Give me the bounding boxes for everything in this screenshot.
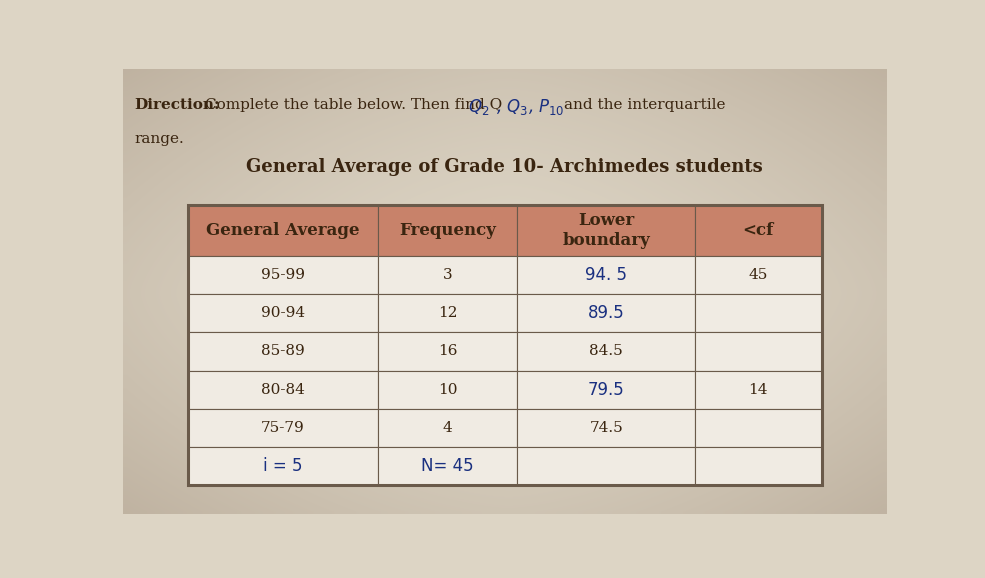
- Bar: [188, 205, 378, 255]
- Bar: [517, 409, 694, 447]
- Bar: [694, 409, 821, 447]
- Text: <cf: <cf: [743, 222, 774, 239]
- Text: Frequency: Frequency: [399, 222, 496, 239]
- Bar: [378, 255, 517, 294]
- Bar: [694, 332, 821, 370]
- Bar: [188, 370, 378, 409]
- Bar: [188, 255, 378, 294]
- Text: range.: range.: [135, 132, 184, 146]
- Text: and the interquartile: and the interquartile: [563, 98, 725, 112]
- Bar: [188, 205, 821, 486]
- Text: 94. 5: 94. 5: [585, 266, 627, 284]
- Bar: [517, 255, 694, 294]
- Text: Lower
boundary: Lower boundary: [562, 212, 650, 249]
- Text: Direction:: Direction:: [135, 98, 221, 112]
- Bar: [694, 255, 821, 294]
- Bar: [188, 447, 378, 486]
- Bar: [517, 294, 694, 332]
- Bar: [378, 370, 517, 409]
- Text: Complete the table below. Then find Q: Complete the table below. Then find Q: [205, 98, 502, 112]
- Text: $Q_2$: $Q_2$: [468, 98, 490, 117]
- Bar: [188, 409, 378, 447]
- Bar: [694, 447, 821, 486]
- Bar: [188, 332, 378, 370]
- Text: i = 5: i = 5: [263, 457, 302, 475]
- Text: 79.5: 79.5: [588, 381, 624, 399]
- Text: 95-99: 95-99: [261, 268, 305, 281]
- Bar: [694, 205, 821, 255]
- Text: , $Q_3$: , $Q_3$: [496, 98, 529, 117]
- Bar: [517, 332, 694, 370]
- Bar: [694, 370, 821, 409]
- Text: 14: 14: [749, 383, 768, 397]
- Text: 74.5: 74.5: [589, 421, 624, 435]
- Text: 3: 3: [443, 268, 452, 281]
- Text: 84.5: 84.5: [589, 344, 624, 358]
- Text: 4: 4: [443, 421, 453, 435]
- Bar: [517, 370, 694, 409]
- Text: 16: 16: [438, 344, 458, 358]
- Text: General Average of Grade 10- Archimedes students: General Average of Grade 10- Archimedes …: [246, 158, 763, 176]
- Bar: [378, 205, 517, 255]
- Text: N= 45: N= 45: [422, 457, 474, 475]
- Text: 80-84: 80-84: [261, 383, 305, 397]
- Text: 10: 10: [438, 383, 458, 397]
- Bar: [188, 294, 378, 332]
- Bar: [517, 205, 694, 255]
- Bar: [694, 294, 821, 332]
- Text: 89.5: 89.5: [588, 304, 624, 322]
- Text: 90-94: 90-94: [261, 306, 305, 320]
- Bar: [378, 294, 517, 332]
- Text: 45: 45: [749, 268, 768, 281]
- Text: 85-89: 85-89: [261, 344, 305, 358]
- Bar: [378, 409, 517, 447]
- Bar: [517, 447, 694, 486]
- Text: General Average: General Average: [206, 222, 360, 239]
- Bar: [378, 447, 517, 486]
- Text: 75-79: 75-79: [261, 421, 305, 435]
- Text: , $P_{10}$: , $P_{10}$: [528, 98, 564, 117]
- Text: 12: 12: [438, 306, 458, 320]
- Bar: [378, 332, 517, 370]
